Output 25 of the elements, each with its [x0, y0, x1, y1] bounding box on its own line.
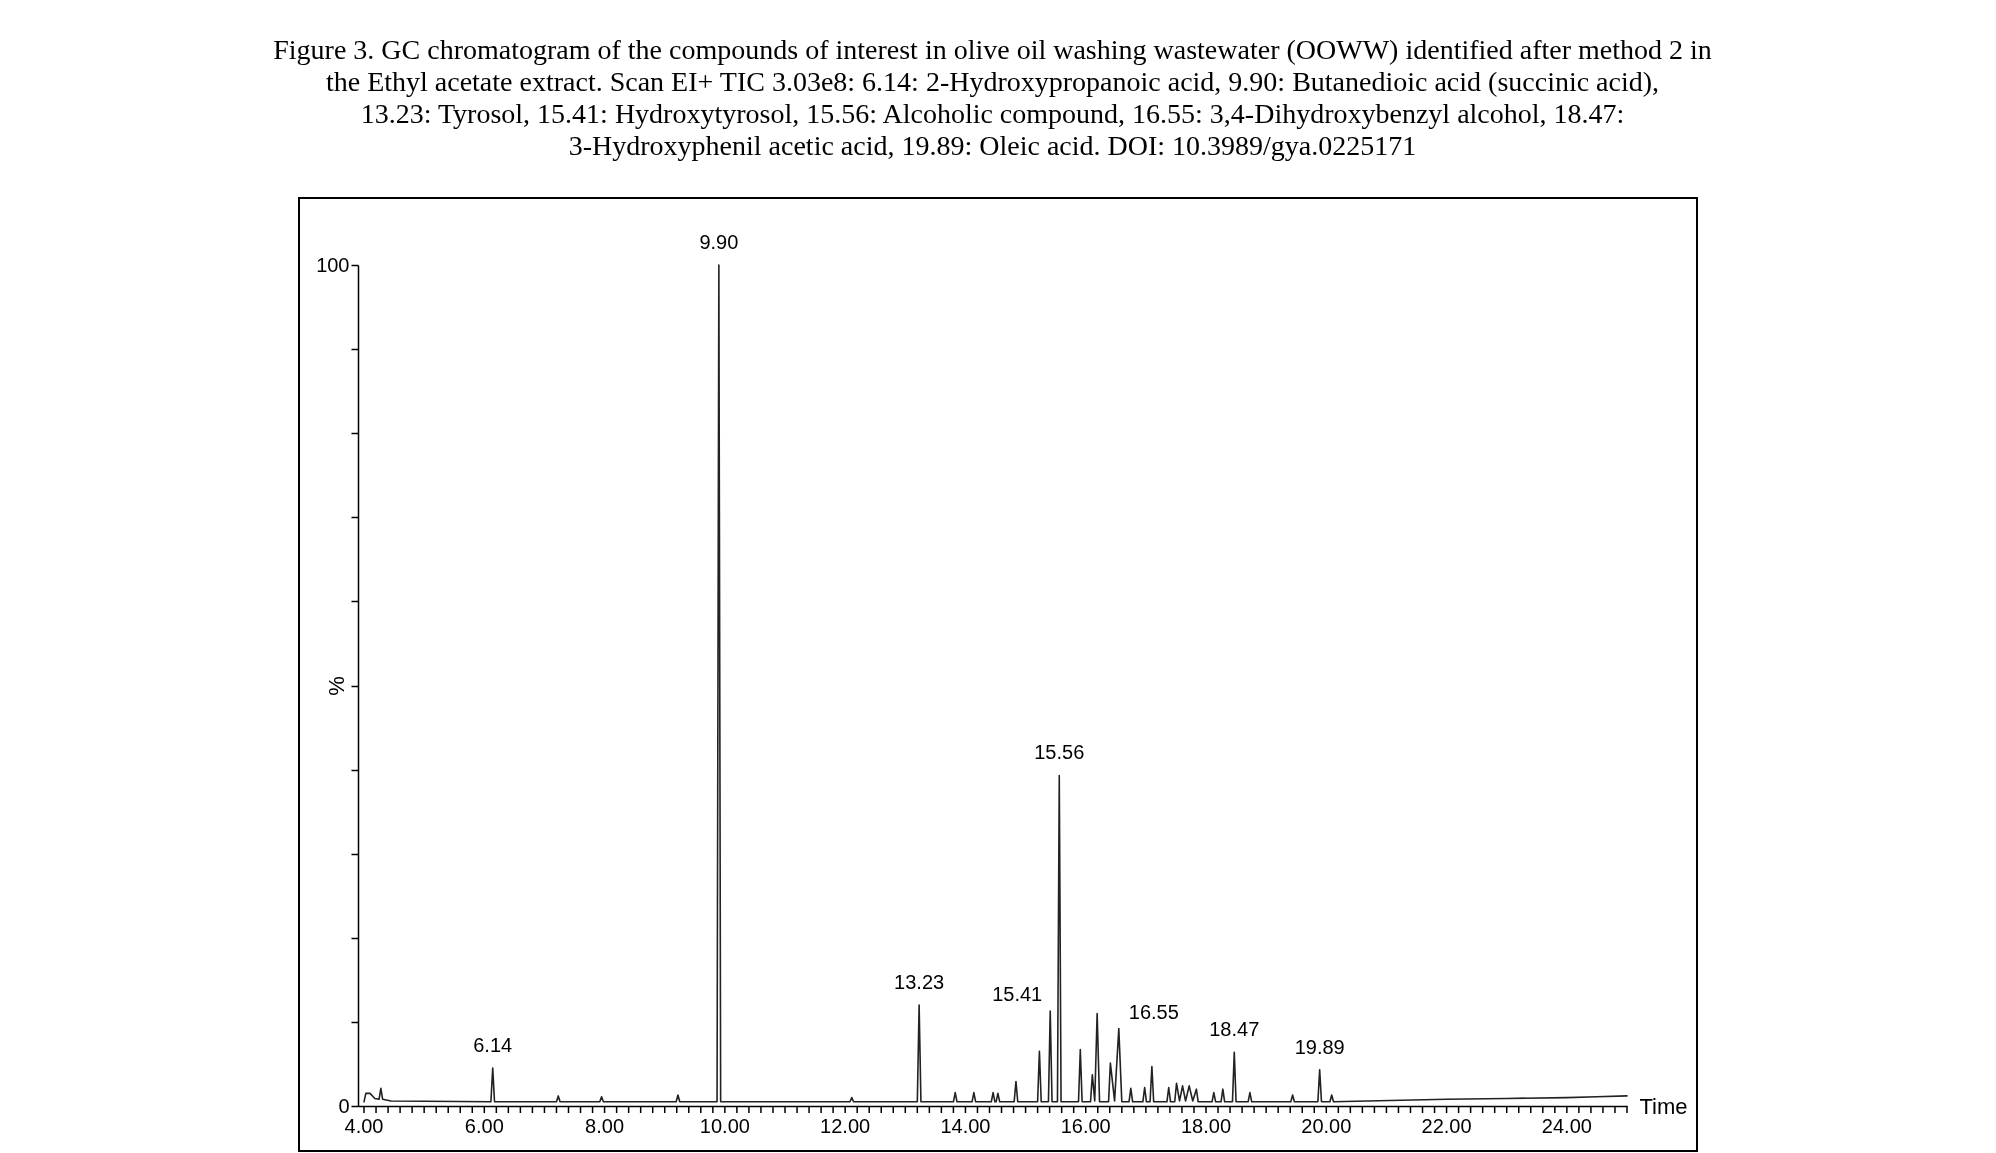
x-tick-label: 16.00: [1060, 1115, 1111, 1137]
x-tick-label: 18.00: [1180, 1115, 1232, 1137]
annotation: 15.41: [992, 982, 1043, 1005]
y-tick-label: 0: [338, 1094, 350, 1117]
x-tick-label: 24.00: [1541, 1115, 1592, 1137]
y-axis-title: %: [323, 676, 349, 696]
x-tick-label: 6.00: [464, 1115, 504, 1137]
y-tick-label: 100: [316, 253, 350, 276]
x-axis-title: Time: [1639, 1093, 1688, 1119]
annotation: 13.23: [894, 971, 945, 994]
line-series: [363, 264, 1628, 1103]
x-tick-label: 22.00: [1421, 1115, 1472, 1137]
x-tick-label: 14.00: [940, 1115, 991, 1137]
annotation: 6.14: [473, 1034, 513, 1057]
annotation: 16.55: [1128, 1000, 1179, 1023]
x-tick-label: 4.00: [344, 1115, 384, 1137]
x-tick-label: 12.00: [820, 1115, 871, 1137]
x-tick-label: 8.00: [585, 1115, 625, 1137]
annotation: 18.47: [1209, 1018, 1260, 1041]
chart-title: Figure 3. GC chromatogram of the compounds of interest in olive oil washing wastewater (OOWW) identified after method 2 in the Ethyl acetate extract. Scan EI+ TIC 3.03e8: 6.14: 2-Hydroxypropanoic acid, 9.90: Butanedioic acid (succinic acid), 13.23: Tyrosol, 15.41: Hydroxytyrosol, 15.56: Alcoholic compound, 16.55: 3,4-Dihydroxybenzyl alcohol, 18.47: 3-Hydroxyphenil acetic acid, 19.89: Oleic acid. DOI: 10.3989/gya.0225171: [273, 34, 1712, 161]
annotation: 9.90: [699, 231, 739, 253]
annotation: 19.89: [1294, 1035, 1345, 1058]
annotation: 15.56: [1034, 741, 1085, 764]
x-tick-label: 10.00: [699, 1115, 750, 1137]
x-tick-label: 20.00: [1301, 1115, 1352, 1137]
